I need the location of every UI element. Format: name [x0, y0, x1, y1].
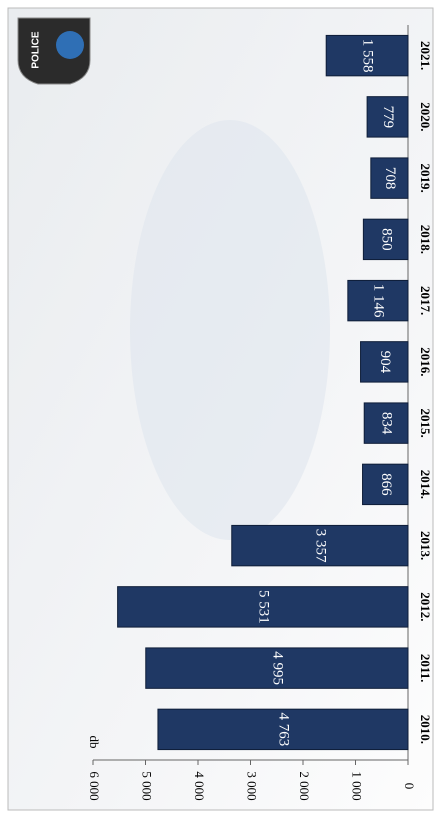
category-label: 2013. [418, 531, 433, 560]
category-label: 2010. [418, 715, 433, 744]
bar [325, 34, 409, 77]
bar [362, 463, 409, 506]
category-label: 2012. [418, 592, 433, 621]
category-label: 2020. [418, 102, 433, 131]
value-label: 3 357 [312, 529, 328, 563]
bar [360, 341, 409, 383]
bar [370, 157, 409, 199]
value-label: 5 531 [255, 590, 271, 624]
bar [366, 96, 409, 138]
value-label: 904 [377, 351, 393, 374]
value-label: 708 [382, 167, 398, 190]
value-label: 1 558 [360, 39, 376, 73]
category-label: 2018. [418, 225, 433, 254]
value-label: 779 [380, 106, 396, 129]
category-label: 2017. [418, 286, 433, 315]
x-tick-label: 1 000 [350, 771, 365, 800]
unit-label: db [87, 736, 102, 749]
bar [347, 279, 409, 322]
value-label: 850 [378, 228, 394, 251]
value-label: 834 [379, 412, 395, 435]
bar [231, 524, 409, 567]
value-label: 1 146 [370, 284, 386, 318]
category-label: 2019. [418, 164, 433, 193]
x-tick-label: 2 000 [297, 771, 312, 800]
bar [362, 218, 409, 261]
police-badge: POLICE [17, 17, 91, 85]
category-label: 2015. [418, 409, 433, 438]
bar [117, 586, 409, 628]
badge-text: POLICE [31, 31, 42, 69]
category-label: 2016. [418, 347, 433, 376]
x-tick-label: 6 000 [87, 771, 102, 800]
background-car [130, 120, 330, 540]
x-tick-label: 5 000 [140, 771, 155, 800]
value-label: 4 763 [276, 713, 292, 747]
bar [157, 708, 409, 751]
x-tick-label: 4 000 [192, 771, 207, 800]
category-label: 2014. [418, 470, 433, 499]
bar [363, 402, 409, 444]
value-label: 4 995 [269, 651, 285, 685]
category-label: 2011. [418, 654, 433, 683]
category-label: 2021. [418, 41, 433, 70]
x-tick-label: 0 [402, 783, 417, 790]
x-tick-label: 3 000 [245, 771, 260, 800]
value-label: 866 [378, 473, 394, 496]
bar [145, 647, 409, 689]
